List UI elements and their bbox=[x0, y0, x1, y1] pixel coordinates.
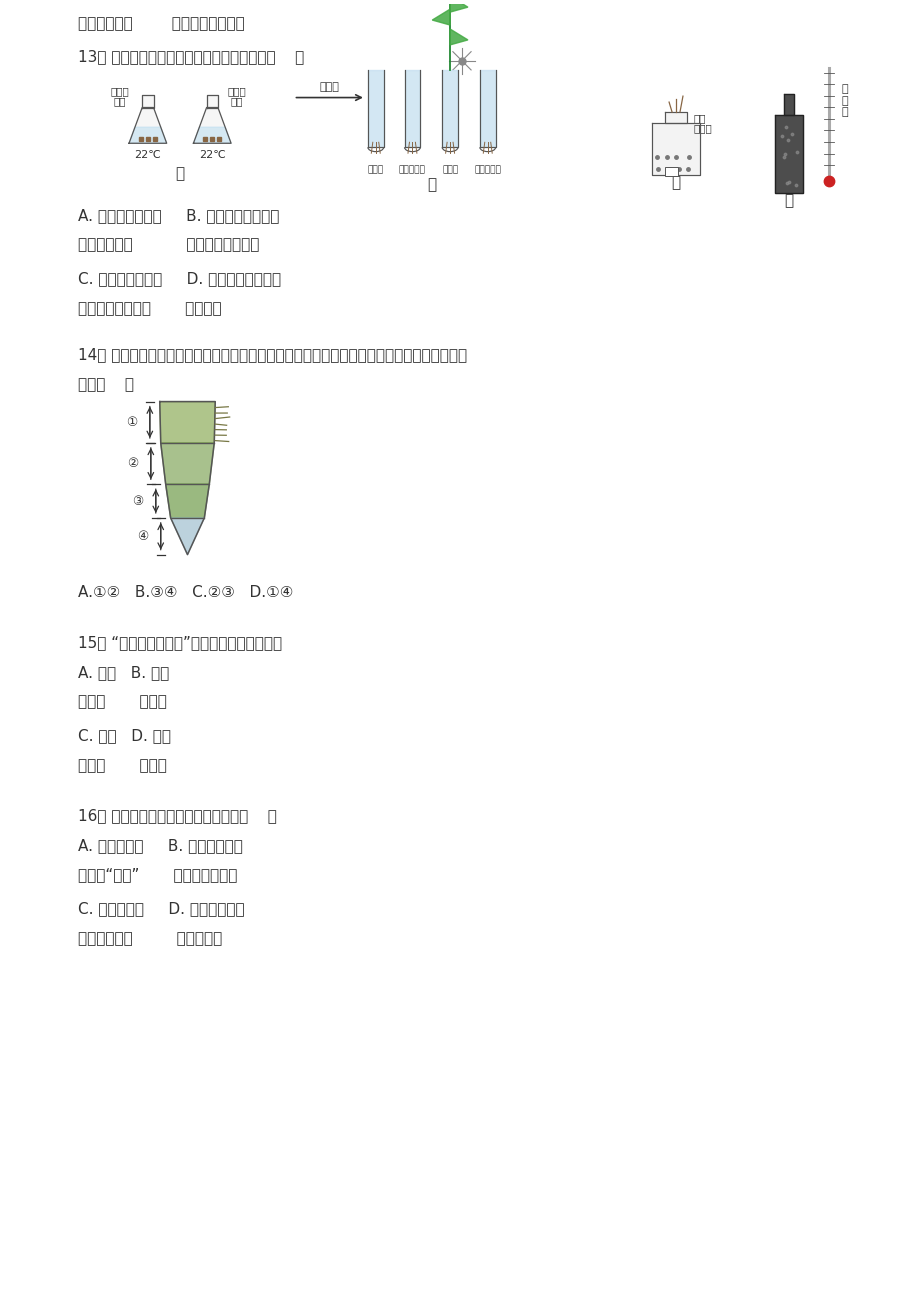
Text: 乙: 乙 bbox=[426, 177, 436, 191]
Text: 水淹没: 水淹没 bbox=[227, 86, 246, 96]
Text: A. 气孔是蕃腾     B. 空气湿度大，: A. 气孔是蕃腾 B. 空气湿度大， bbox=[78, 837, 244, 853]
Text: 萌发: 萌发 bbox=[693, 113, 706, 124]
Text: ②: ② bbox=[127, 457, 139, 470]
Text: A. 甲探究水分对种     B. 乙证明植物的生长: A. 甲探究水分对种 B. 乙证明植物的生长 bbox=[78, 208, 279, 223]
Text: 蒸馏水: 蒸馏水 bbox=[441, 165, 458, 174]
Polygon shape bbox=[170, 518, 204, 555]
Polygon shape bbox=[442, 70, 458, 147]
Polygon shape bbox=[480, 70, 495, 147]
Polygon shape bbox=[129, 108, 166, 143]
Polygon shape bbox=[165, 484, 209, 518]
Polygon shape bbox=[193, 108, 231, 143]
Polygon shape bbox=[160, 401, 215, 443]
Text: 丙: 丙 bbox=[671, 174, 680, 190]
Text: 的种子: 的种子 bbox=[693, 124, 712, 133]
Text: 丁: 丁 bbox=[784, 193, 793, 208]
Polygon shape bbox=[193, 128, 231, 143]
Polygon shape bbox=[142, 95, 153, 108]
Text: 种子: 种子 bbox=[231, 96, 243, 107]
Text: 土壤浸出液: 土壤浸出液 bbox=[399, 165, 425, 174]
Text: A.①②   B.③④   C.②③   D.①④: A.①② B.③④ C.②③ D.①④ bbox=[78, 586, 293, 600]
Text: ④: ④ bbox=[137, 530, 148, 543]
Text: 发释放了二氧化碳       放了能量: 发释放了二氧化碳 放了能量 bbox=[78, 301, 221, 316]
Polygon shape bbox=[775, 116, 802, 193]
Polygon shape bbox=[664, 112, 686, 124]
Text: 16、 关于蕃腾作用的叙述，错误的是（    ）: 16、 关于蕃腾作用的叙述，错误的是（ ） bbox=[78, 809, 277, 823]
Text: 22℃: 22℃ bbox=[134, 150, 161, 160]
Text: 22℃: 22℃ bbox=[199, 150, 225, 160]
Polygon shape bbox=[404, 70, 420, 147]
Text: 和雌蕊       和花托: 和雌蕊 和花托 bbox=[78, 695, 167, 710]
Polygon shape bbox=[449, 29, 468, 44]
Text: C. 提高空气湿     D. 促进根从土壤: C. 提高空气湿 D. 促进根从土壤 bbox=[78, 901, 244, 917]
Text: 三天后: 三天后 bbox=[320, 82, 339, 91]
Polygon shape bbox=[129, 128, 166, 143]
Text: C. 丙验证种子的萌     D. 丁验证呼吸作用释: C. 丙验证种子的萌 D. 丁验证呼吸作用释 bbox=[78, 271, 281, 286]
Text: 温
度
计: 温 度 计 bbox=[841, 83, 847, 117]
Text: 甲: 甲 bbox=[176, 167, 185, 181]
Polygon shape bbox=[432, 9, 449, 25]
Polygon shape bbox=[161, 443, 214, 484]
Text: ③: ③ bbox=[132, 495, 143, 508]
Polygon shape bbox=[652, 124, 699, 174]
Polygon shape bbox=[368, 70, 383, 147]
Polygon shape bbox=[207, 95, 218, 108]
Text: A. 雄蕊   B. 花柄: A. 雄蕊 B. 花柄 bbox=[78, 665, 169, 680]
Text: 13、 下列叙述与图中的实验装置相符合的是（    ）: 13、 下列叙述与图中的实验装置相符合的是（ ） bbox=[78, 48, 304, 64]
Text: 子落发的影响           需要含氮的无机盐: 子落发的影响 需要含氮的无机盐 bbox=[78, 237, 259, 253]
Text: ①: ① bbox=[126, 415, 138, 428]
Text: 域是（    ）: 域是（ ） bbox=[78, 376, 134, 392]
Text: 土壤浸出液: 土壤浸出液 bbox=[474, 165, 501, 174]
Bar bbox=[664, 167, 677, 176]
Text: 15、 “二月江南花满枝”，一朵花的主要结构是: 15、 “二月江南花满枝”，一朵花的主要结构是 bbox=[78, 635, 282, 650]
Polygon shape bbox=[449, 0, 468, 12]
Text: 属于上皮组织        结构层次是相同的: 属于上皮组织 结构层次是相同的 bbox=[78, 16, 245, 31]
Text: 水半满: 水半满 bbox=[110, 86, 130, 96]
Polygon shape bbox=[783, 94, 793, 116]
Text: C. 雄蕊   D. 雌蕊: C. 雄蕊 D. 雌蕊 bbox=[78, 728, 171, 743]
Text: 度，调节气候         中吸收水分: 度，调节气候 中吸收水分 bbox=[78, 931, 222, 947]
Text: 作用的“门户”       可促进蕃腾作用: 作用的“门户” 可促进蕃腾作用 bbox=[78, 867, 238, 883]
Text: 和花瓣       和词片: 和花瓣 和词片 bbox=[78, 758, 167, 773]
Text: 种子: 种子 bbox=[114, 96, 126, 107]
Text: 蒸馏水: 蒸馏水 bbox=[368, 165, 383, 174]
Text: 14、 无土栽培蔬菜的根生长较快，其根尖结构（如图）中，与根的快速生长密切相关的两个区: 14、 无土栽培蔬菜的根生长较快，其根尖结构（如图）中，与根的快速生长密切相关的… bbox=[78, 346, 467, 362]
